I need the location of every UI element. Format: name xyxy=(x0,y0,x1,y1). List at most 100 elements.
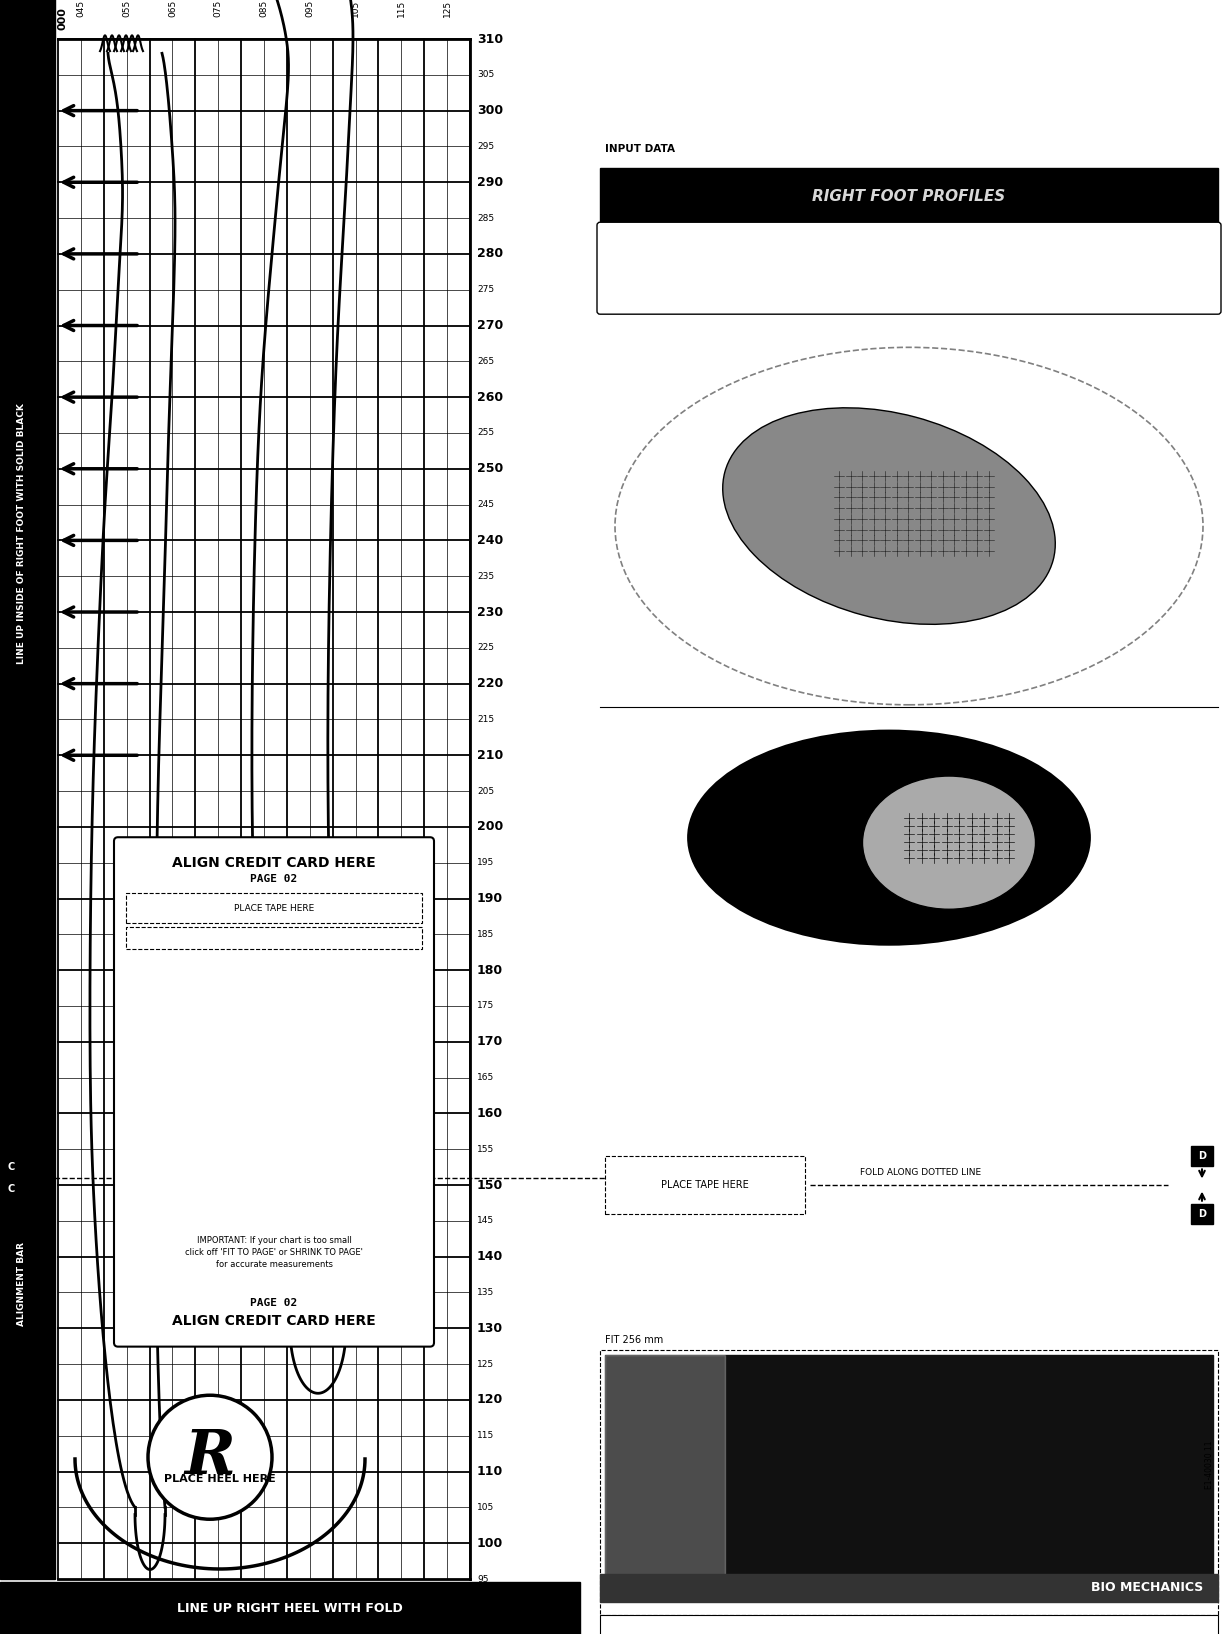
Text: INPUT DATA: INPUT DATA xyxy=(605,144,675,154)
Text: 175: 175 xyxy=(476,1002,494,1010)
Text: RIGHT FOOT PROFILES: RIGHT FOOT PROFILES xyxy=(813,190,1006,204)
Text: 195: 195 xyxy=(476,858,494,868)
Bar xyxy=(605,1157,806,1214)
FancyBboxPatch shape xyxy=(114,837,433,1346)
Text: 210: 210 xyxy=(476,748,503,761)
Text: 110: 110 xyxy=(476,1466,503,1479)
Text: D: D xyxy=(1199,1152,1206,1162)
Text: 055: 055 xyxy=(122,0,131,16)
Text: 065: 065 xyxy=(168,0,177,16)
Text: 185: 185 xyxy=(476,930,494,940)
Bar xyxy=(1,1180,21,1198)
Text: 085: 085 xyxy=(259,0,269,16)
Text: 165: 165 xyxy=(476,1074,494,1082)
Text: 290: 290 xyxy=(476,176,503,190)
Text: LENGTH: ___  mm: LENGTH: ___ mm xyxy=(615,245,712,257)
Text: IMPORTANT: If your chart is too small
click off 'FIT TO PAGE' or SHRINK TO PAGE': IMPORTANT: If your chart is too small cl… xyxy=(185,1237,363,1270)
Text: 000: 000 xyxy=(56,8,68,31)
Text: 95: 95 xyxy=(476,1575,489,1583)
Text: 190: 190 xyxy=(476,892,503,905)
Text: PAGE 02: PAGE 02 xyxy=(251,874,297,884)
Ellipse shape xyxy=(688,730,1090,944)
Text: 105: 105 xyxy=(476,1503,494,1511)
Text: 225: 225 xyxy=(476,644,494,652)
Text: 125: 125 xyxy=(442,0,452,16)
FancyBboxPatch shape xyxy=(597,222,1221,314)
Text: 180: 180 xyxy=(476,964,503,977)
Text: 125: 125 xyxy=(476,1359,494,1369)
Text: 305: 305 xyxy=(476,70,494,80)
Text: C: C xyxy=(7,1162,15,1172)
Text: 115: 115 xyxy=(476,1431,494,1440)
Circle shape xyxy=(149,1395,271,1520)
Text: TIME: _________: TIME: _________ xyxy=(939,279,1023,291)
Text: WIDTH. ___  mm: WIDTH. ___ mm xyxy=(615,279,705,291)
Text: 150: 150 xyxy=(476,1178,503,1191)
Text: 130: 130 xyxy=(476,1322,503,1335)
Text: 100: 100 xyxy=(476,1536,503,1549)
Text: PLACE HEEL HERE: PLACE HEEL HERE xyxy=(165,1474,276,1484)
Text: 095: 095 xyxy=(306,0,314,16)
Text: 045: 045 xyxy=(76,0,86,16)
Text: 155: 155 xyxy=(476,1145,494,1154)
Bar xyxy=(600,1350,1218,1614)
Text: C: C xyxy=(7,1183,15,1193)
Text: 200: 200 xyxy=(476,820,503,833)
Text: DATE: _________: DATE: _________ xyxy=(939,245,1025,257)
Text: 250: 250 xyxy=(476,462,503,475)
Text: 160: 160 xyxy=(476,1106,503,1119)
Text: 075: 075 xyxy=(214,0,222,16)
Text: 310: 310 xyxy=(476,33,503,46)
Text: 265: 265 xyxy=(476,356,494,366)
Bar xyxy=(600,168,1218,225)
Bar xyxy=(1191,1204,1213,1224)
Text: PLACE TAPE HERE: PLACE TAPE HERE xyxy=(233,904,314,913)
Text: ALIGN CREDIT CARD HERE: ALIGN CREDIT CARD HERE xyxy=(172,856,376,871)
Text: FIT 256 mm: FIT 256 mm xyxy=(605,1335,663,1345)
Text: R: R xyxy=(184,1426,236,1487)
Bar xyxy=(605,1355,1213,1575)
Bar xyxy=(605,1355,725,1575)
Text: 270: 270 xyxy=(476,319,503,332)
Text: 120: 120 xyxy=(476,1394,503,1407)
Ellipse shape xyxy=(862,776,1035,909)
Bar xyxy=(0,0,55,1578)
Text: 245: 245 xyxy=(476,500,494,510)
Bar xyxy=(1,1159,21,1176)
Text: 285: 285 xyxy=(476,214,494,222)
Text: 235: 235 xyxy=(476,572,494,580)
Bar xyxy=(600,1574,1218,1601)
Text: 140: 140 xyxy=(476,1250,503,1263)
Ellipse shape xyxy=(723,408,1055,624)
Bar xyxy=(126,926,422,949)
Text: 205: 205 xyxy=(476,786,494,796)
Text: FOLD ALONG DOTTED LINE: FOLD ALONG DOTTED LINE xyxy=(860,1168,981,1176)
Text: D: D xyxy=(1199,1209,1206,1219)
Text: 280: 280 xyxy=(476,247,503,260)
Text: 220: 220 xyxy=(476,676,503,690)
Text: 170: 170 xyxy=(476,1036,503,1049)
Text: PAGE 02: PAGE 02 xyxy=(251,1297,297,1307)
Text: 295: 295 xyxy=(476,142,494,150)
Text: 105: 105 xyxy=(351,0,360,16)
Text: ALIGNMENT BAR: ALIGNMENT BAR xyxy=(17,1242,27,1327)
Text: 255: 255 xyxy=(476,428,494,438)
Bar xyxy=(1191,1147,1213,1167)
Text: BIO MECHANICS: BIO MECHANICS xyxy=(1090,1582,1203,1595)
Text: LINE UP RIGHT HEEL WITH FOLD: LINE UP RIGHT HEEL WITH FOLD xyxy=(177,1601,403,1614)
Text: 230: 230 xyxy=(476,606,503,619)
Text: 240: 240 xyxy=(476,534,503,547)
Text: ALIGN CREDIT CARD HERE: ALIGN CREDIT CARD HERE xyxy=(172,1314,376,1328)
Text: E1-40030 11: E1-40030 11 xyxy=(1206,1441,1214,1489)
Text: 275: 275 xyxy=(476,286,494,294)
Bar xyxy=(0,1582,580,1634)
Bar xyxy=(126,894,422,923)
Text: 260: 260 xyxy=(476,391,503,404)
Text: 215: 215 xyxy=(476,716,494,724)
Text: 115: 115 xyxy=(397,0,405,16)
Bar xyxy=(600,1614,1218,1634)
Text: 300: 300 xyxy=(476,105,503,118)
Text: PLACE TAPE HERE: PLACE TAPE HERE xyxy=(661,1180,749,1190)
Text: 145: 145 xyxy=(476,1216,494,1226)
Text: 135: 135 xyxy=(476,1288,494,1297)
